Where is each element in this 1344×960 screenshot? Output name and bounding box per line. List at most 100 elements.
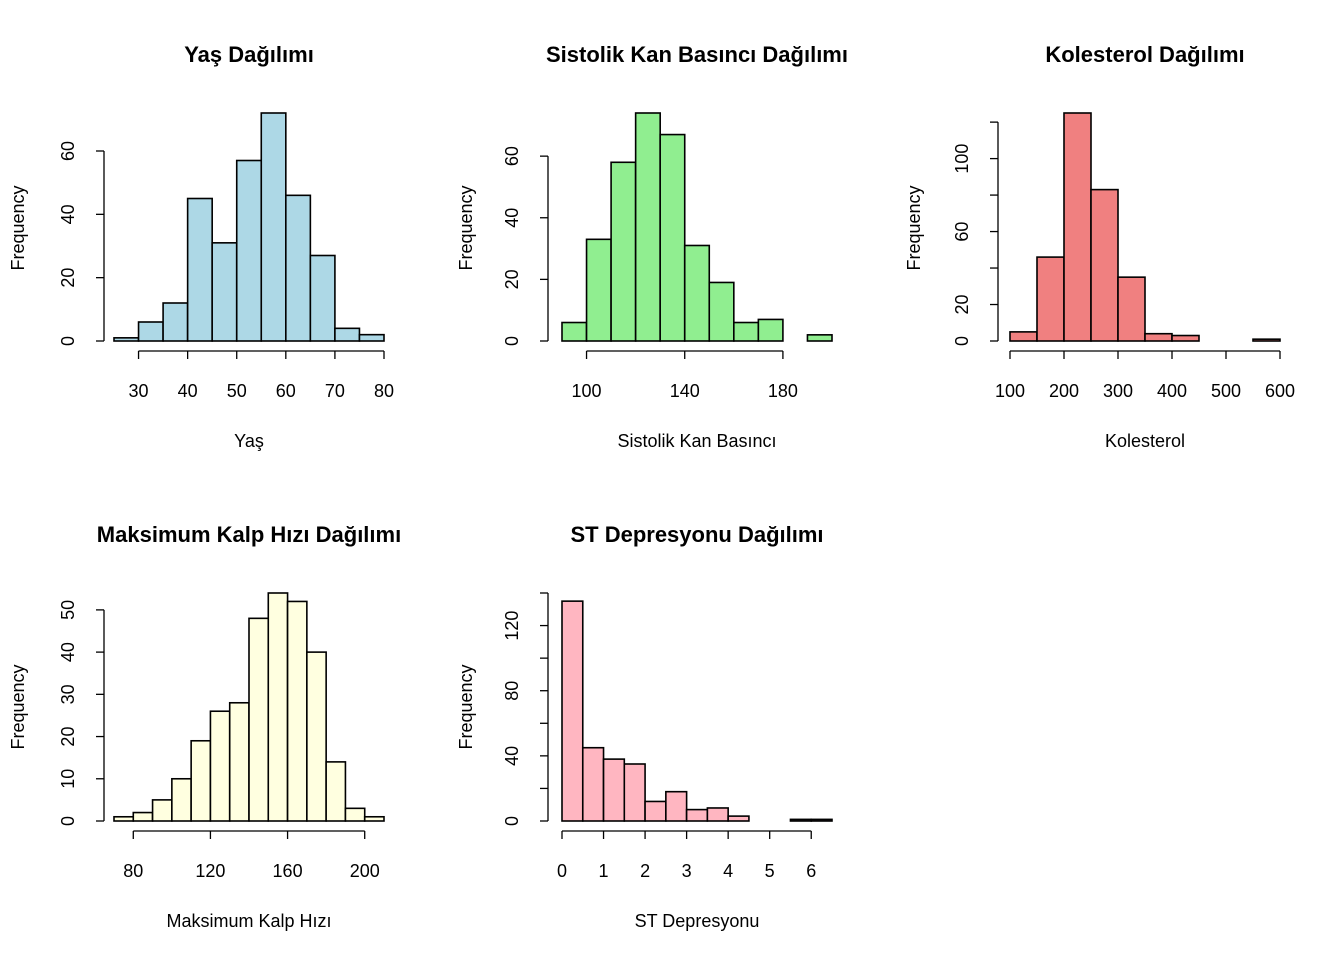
histogram-bar	[659, 133, 686, 342]
x-tick-label: 160	[273, 861, 303, 881]
y-tick-label: 60	[58, 141, 78, 161]
chart-panel-2: Sistolik Kan Basıncı Dağılımı 100 140 180 0 2…	[456, 42, 848, 451]
histogram-bar	[561, 600, 584, 822]
histogram-bar	[325, 761, 347, 822]
x-tick-label: 2	[640, 861, 650, 881]
histogram-bar	[1009, 331, 1038, 342]
histogram-bar	[810, 818, 833, 822]
histogram-bar	[757, 318, 784, 342]
y-tick-label: 50	[58, 600, 78, 620]
x-axis-label: ST Depresyonu	[635, 911, 760, 931]
chart-panel-4: Maksimum Kalp Hızı Dağılımı 80 120 160 200 0 1…	[8, 522, 401, 931]
histogram-bar	[171, 777, 192, 822]
histogram-bar	[706, 807, 729, 822]
y-axis-label: Frequency	[456, 664, 476, 749]
chart-panel-3: Kolesterol Dağılımı 100 200 300 400 500 600 0 20…	[904, 42, 1295, 451]
y-tick-label: 120	[502, 611, 522, 641]
histogram-bar	[190, 739, 212, 822]
histogram-bar	[1252, 338, 1281, 342]
histogram-bar	[306, 651, 327, 822]
x-tick-label: 1	[599, 861, 609, 881]
x-axis-label: Kolesterol	[1105, 431, 1185, 451]
y-tick-label: 30	[58, 684, 78, 704]
x-tick-label: 50	[227, 381, 247, 401]
y-axis-label: Frequency	[904, 185, 924, 270]
x-tick-label: 5	[765, 861, 775, 881]
y-tick-label: 80	[502, 681, 522, 701]
x-tick-label: 200	[350, 861, 380, 881]
histogram-bar	[267, 592, 289, 822]
histogram-bar	[789, 818, 813, 822]
histogram-bar	[363, 815, 385, 822]
histogram-bar	[581, 746, 605, 822]
histogram-bar	[1090, 188, 1119, 342]
y-tick-label: 0	[502, 336, 522, 346]
histogram-bar	[683, 244, 711, 342]
histogram-bar	[806, 334, 833, 342]
histogram-bar	[209, 710, 231, 822]
x-tick-label: 500	[1211, 381, 1241, 401]
histogram-bar	[1036, 256, 1065, 342]
histogram-bar	[644, 800, 667, 822]
histogram-bar	[727, 815, 750, 822]
y-tick-label: 20	[58, 268, 78, 288]
x-axis-label: Maksimum Kalp Hızı	[166, 911, 331, 931]
y-tick-label: 20	[502, 269, 522, 289]
histogram-bar	[602, 758, 626, 822]
y-axis-label: Frequency	[8, 185, 28, 270]
x-tick-label: 70	[325, 381, 345, 401]
chart-title: Yaş Dağılımı	[184, 42, 314, 67]
chart-title: Kolesterol Dağılımı	[1045, 42, 1244, 67]
histogram-bar	[623, 763, 646, 822]
x-tick-label: 120	[195, 861, 225, 881]
histogram-bar	[1117, 276, 1146, 342]
histogram-bar	[665, 790, 688, 822]
x-tick-label: 80	[123, 861, 143, 881]
histogram-bar	[228, 701, 250, 822]
histogram-bar	[733, 321, 760, 342]
x-tick-label: 0	[557, 861, 567, 881]
histogram-bar	[344, 807, 366, 822]
x-tick-label: 6	[806, 861, 816, 881]
x-tick-label: 400	[1157, 381, 1187, 401]
histogram-bar	[286, 600, 308, 822]
histogram-bar	[1171, 334, 1200, 342]
x-tick-label: 100	[572, 381, 602, 401]
histogram-bar	[309, 254, 336, 342]
y-tick-label: 40	[502, 746, 522, 766]
y-tick-label: 40	[58, 204, 78, 224]
histogram-bar	[634, 112, 661, 342]
y-tick-label: 0	[502, 816, 522, 826]
chart-title: Maksimum Kalp Hızı Dağılımı	[97, 522, 401, 547]
histogram-bar	[685, 808, 709, 822]
x-tick-label: 140	[670, 381, 700, 401]
histogram-bar	[113, 815, 135, 822]
histogram-bar	[248, 617, 270, 822]
x-tick-label: 200	[1049, 381, 1079, 401]
histogram-bar	[235, 159, 263, 342]
x-tick-label: 100	[995, 381, 1025, 401]
histogram-bar	[334, 327, 361, 342]
chart-title: Sistolik Kan Basıncı Dağılımı	[546, 42, 848, 67]
histogram-bar	[708, 281, 735, 342]
y-tick-label: 40	[58, 642, 78, 662]
histogram-bar	[610, 161, 637, 342]
chart-panel-5: ST Depresyonu Dağılımı 0 1 2 3 4 5 6 0 40 80 120 ST …	[456, 522, 833, 931]
y-tick-label: 40	[502, 208, 522, 228]
y-tick-label: 0	[58, 336, 78, 346]
y-tick-label: 0	[58, 816, 78, 826]
x-tick-label: 300	[1103, 381, 1133, 401]
y-axis-label: Frequency	[8, 664, 28, 749]
histogram-bar	[113, 337, 140, 342]
x-tick-label: 180	[768, 381, 798, 401]
histogram-bar	[162, 302, 189, 342]
histogram-bar	[137, 321, 164, 342]
histogram-bar	[260, 112, 287, 342]
histogram-bar	[1063, 112, 1092, 342]
histogram-bar	[186, 197, 213, 342]
x-tick-label: 3	[682, 861, 692, 881]
y-tick-label: 0	[952, 336, 972, 346]
y-axis-label: Frequency	[456, 185, 476, 270]
x-tick-label: 30	[129, 381, 149, 401]
x-tick-label: 4	[723, 861, 733, 881]
